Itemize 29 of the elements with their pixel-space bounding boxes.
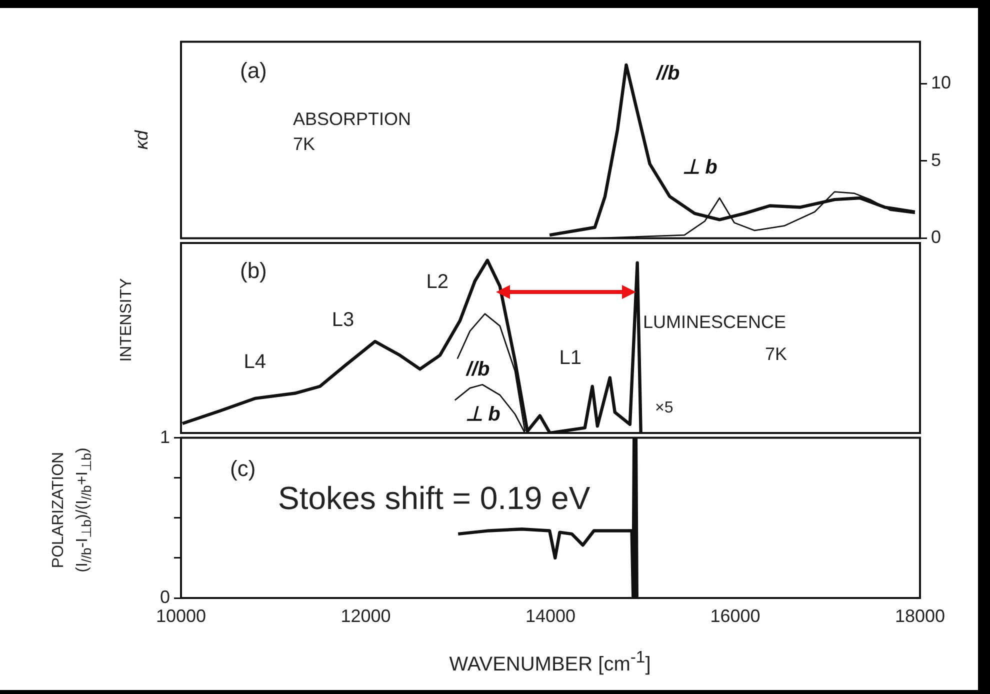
annotation: Stokes shift = 0.19 eV — [278, 480, 591, 516]
series-label: //b — [655, 62, 680, 85]
x-tick-label: 18000 — [894, 606, 946, 626]
x-axis-title: WAVENUMBER [cm$^{-1}$] — [449, 648, 651, 676]
y-axis-title: INTENSITY — [117, 278, 136, 362]
series-label: //b — [465, 358, 490, 381]
annotation: L1 — [559, 346, 582, 369]
series-label: ⊥ b — [466, 404, 500, 426]
annotation: ×5 — [655, 399, 674, 416]
x-tick-label: 16000 — [710, 606, 760, 626]
annotation: ABSORPTION 7K — [293, 108, 412, 154]
x-tick-label: 10000 — [156, 606, 206, 626]
annotation: (b) — [240, 258, 267, 284]
annotation: L3 — [332, 308, 354, 331]
x-tick-label: 12000 — [340, 606, 391, 626]
series-label: ⊥ b — [682, 156, 718, 179]
annotation: (a) — [240, 58, 267, 84]
y-tick-label: 1 — [160, 426, 170, 447]
annotation: LUMINESCENCE — [643, 312, 786, 332]
y-tick-label: 0 — [931, 227, 942, 248]
x-tick-label: 14000 — [525, 606, 576, 626]
annotation: (c) — [230, 456, 256, 482]
annotation: 7K — [765, 344, 788, 364]
annotation: L2 — [426, 270, 449, 293]
y-tick-label: 5 — [931, 150, 942, 170]
annotation: L4 — [244, 350, 266, 373]
y-tick-label: 0 — [160, 586, 170, 607]
y-axis-title: κd — [130, 130, 152, 150]
y-tick-label: 10 — [931, 72, 952, 93]
